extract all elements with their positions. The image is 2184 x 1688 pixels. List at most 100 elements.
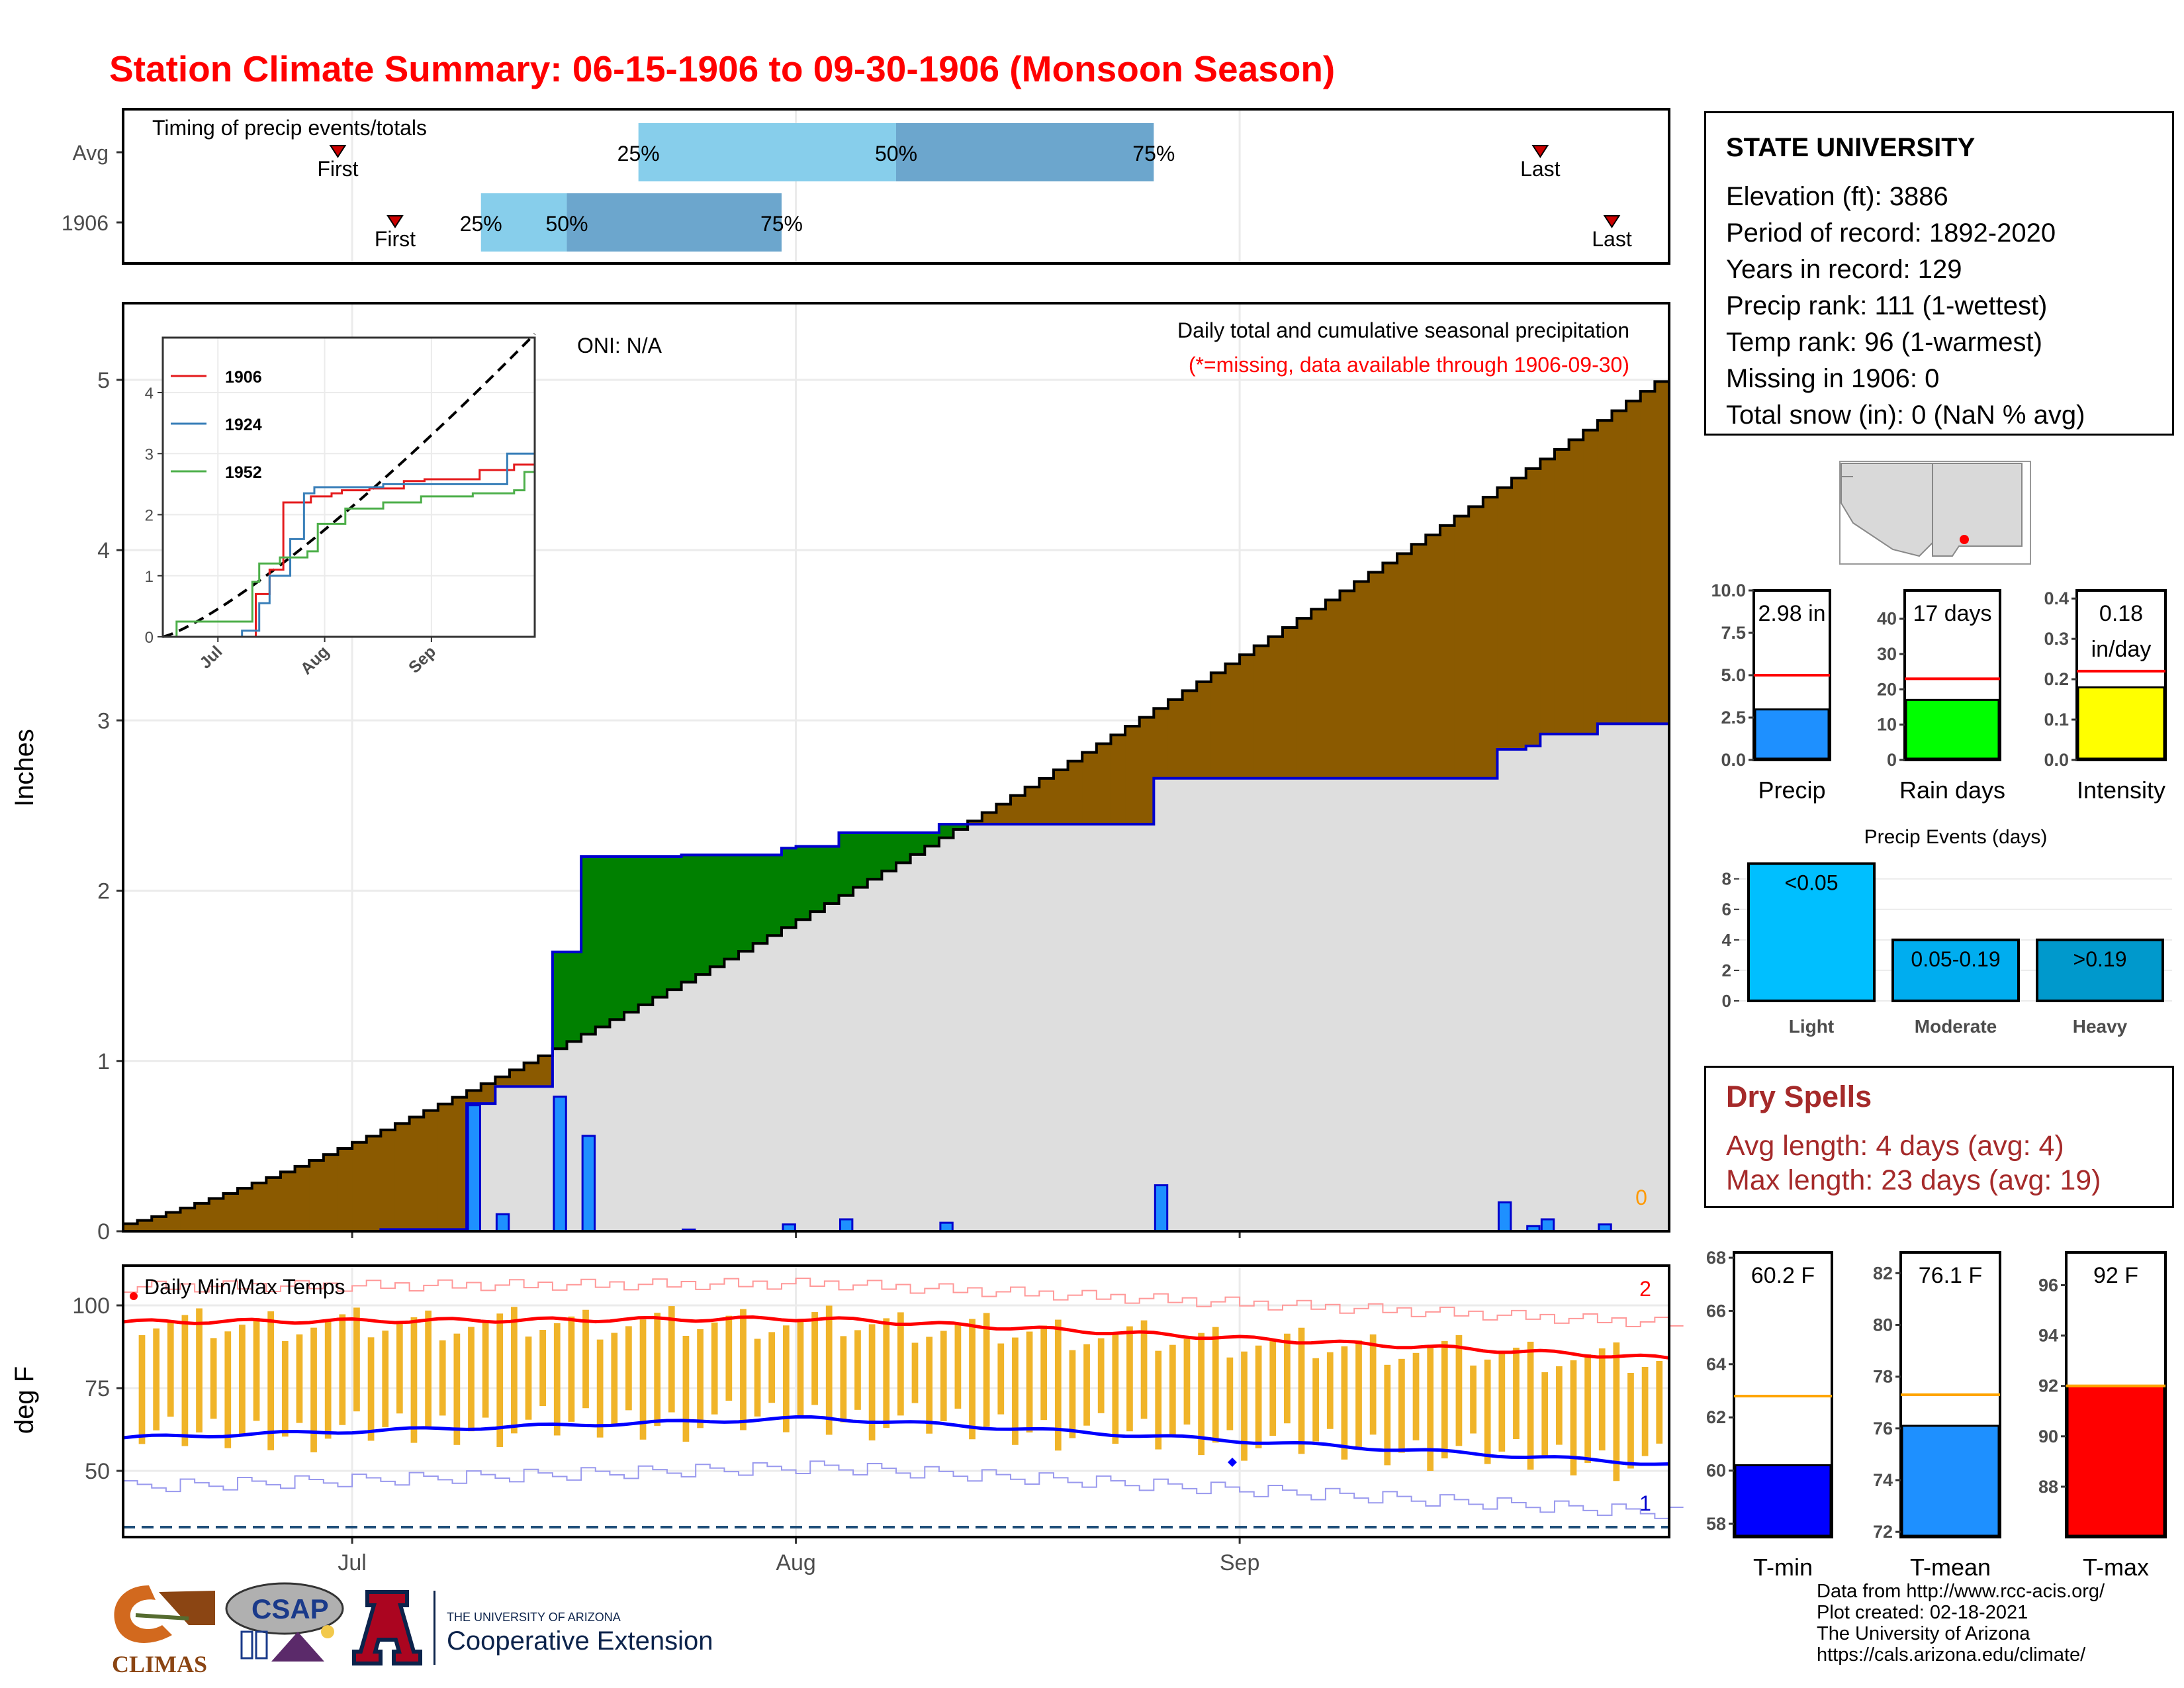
timing-label-50: 50%	[875, 142, 917, 165]
dry-spells-box: Dry Spells Avg length: 4 days (avg: 4) M…	[1704, 1066, 2174, 1208]
precip-deficit-area	[409, 1117, 424, 1230]
temp-daily-bar	[239, 1325, 246, 1435]
temp-daily-bar	[1470, 1365, 1477, 1434]
tgauge-t-min-y-tick-label: 62	[1706, 1407, 1726, 1427]
gauge-rain-days-y-tick-label: 0	[1887, 750, 1897, 770]
temp-daily-bar	[625, 1326, 632, 1411]
precip-observed-area	[1283, 778, 1298, 1231]
temp-daily-bar	[1083, 1344, 1090, 1426]
temp-daily-bar	[1054, 1319, 1062, 1451]
inset-series-line	[163, 452, 535, 638]
precip-deficit-area	[1439, 525, 1455, 778]
station-years: Years in record: 129	[1726, 255, 1962, 284]
tgauge-t-min-y-tick-label: 60	[1706, 1461, 1726, 1481]
timing-first-label: First	[375, 227, 416, 251]
precip-surplus-area	[925, 833, 940, 847]
timing-last-marker	[1531, 145, 1549, 158]
temp-daily-bar	[1241, 1351, 1248, 1461]
precip-observed-area	[1167, 778, 1183, 1231]
timing-bar-q1	[638, 123, 896, 181]
precip-deficit-area	[1154, 708, 1169, 778]
temp-daily-bar	[611, 1333, 618, 1425]
precip-deficit-area	[495, 1076, 510, 1087]
climas-label: CLIMAS	[112, 1651, 208, 1677]
precip-avg-cumulative-line	[122, 380, 1669, 1227]
tgauge-t-min-y-tick-label: 64	[1706, 1354, 1726, 1374]
temp-daily-bar	[296, 1334, 303, 1423]
precip-deficit-area	[165, 1212, 181, 1231]
precip-observed-area	[1569, 733, 1584, 1231]
precip-observed-cumulative-line	[123, 722, 1669, 1233]
gauge-intensity-y-tick-label: 0.1	[2044, 710, 2069, 729]
precip-y-tick-label: 4	[97, 538, 110, 563]
temp-daily-bar	[353, 1307, 360, 1412]
temp-daily-bar	[1455, 1335, 1463, 1446]
temp-daily-bar	[1040, 1325, 1048, 1421]
precip-note: (*=missing, data available through 1906-…	[1189, 353, 1629, 377]
temp-daily-bar	[324, 1321, 332, 1439]
precip-deficit-area	[1068, 761, 1083, 825]
temp-daily-bar	[725, 1315, 733, 1401]
temp-daily-bar	[1155, 1350, 1162, 1450]
inset-legend-label: 1924	[225, 416, 262, 434]
timing-label-25: 25%	[617, 142, 660, 165]
precip-observed-area	[1612, 724, 1627, 1231]
precip-observed-area	[1197, 778, 1212, 1231]
temp-daily-bar	[1284, 1333, 1291, 1424]
temp-daily-bar	[754, 1338, 761, 1417]
precip-chart: 0 1 2 3 4 5 Daily total and cumulative seasona…	[10, 302, 1670, 1244]
precip-observed-area	[1512, 749, 1527, 1231]
precip-deficit-area	[1597, 420, 1613, 724]
timing-row-label: 1906	[62, 211, 109, 235]
gauge-intensity-y-tick-label: 0.0	[2044, 750, 2069, 770]
precip-deficit-area	[437, 1103, 453, 1230]
precip-deficit-area	[467, 1090, 482, 1104]
precip-deficit-area	[1354, 581, 1369, 778]
precip-observed-area	[1240, 778, 1255, 1231]
temp-daily-bar	[1656, 1360, 1663, 1444]
timing-subtitle: Timing of precip events/totals	[152, 116, 427, 140]
precip-observed-area	[1082, 824, 1097, 1231]
tgauge-value-label: 60.2 F	[1751, 1263, 1815, 1288]
temp-daily-bar	[410, 1317, 418, 1443]
precip-deficit-area	[238, 1188, 253, 1231]
gauge-rain-days-bar	[1905, 698, 2000, 760]
tgauge-t-mean-y-tick-label: 80	[1873, 1315, 1893, 1335]
temp-daily-bar	[1212, 1327, 1219, 1443]
precip-observed-area	[1096, 824, 1112, 1231]
precip-surplus-area	[681, 855, 696, 982]
temp-record-low-count: 1	[1639, 1491, 1651, 1515]
gauge-value-label: 2.98 in	[1758, 601, 1825, 626]
temp-daily-bar	[840, 1336, 847, 1423]
precip-observed-area	[1426, 778, 1441, 1231]
precip-daily-bar	[1497, 1201, 1512, 1233]
precip-deficit-area	[1368, 572, 1384, 778]
inset-y-tick-label: 1	[145, 568, 154, 586]
precip-observed-area	[709, 966, 725, 1231]
temp-frame	[122, 1264, 1670, 1538]
temp-daily-bar	[310, 1327, 317, 1452]
precip-surplus-area	[867, 833, 882, 880]
temp-daily-bar	[396, 1324, 403, 1414]
temp-daily-bar	[911, 1342, 919, 1403]
temp-daily-bar	[1112, 1332, 1119, 1444]
temp-daily-bar	[511, 1307, 518, 1434]
gauge-precip-y-tick-label: 10.0	[1711, 581, 1746, 600]
precip-observed-area	[853, 887, 868, 1231]
temp-daily-bar	[138, 1335, 146, 1444]
precip-deficit-area	[523, 1062, 539, 1087]
precip-deficit-area	[295, 1166, 310, 1231]
precip-deficit-area	[1397, 553, 1412, 778]
credits: Data from http://www.rcc-acis.org/ Plot …	[1817, 1581, 2105, 1665]
precip-observed-area	[1368, 778, 1384, 1231]
gauge-intensity-unit: in/day	[2091, 637, 2152, 662]
temp-daily-bar	[1398, 1358, 1405, 1453]
precip-observed-area	[1053, 824, 1069, 1231]
precip-surplus-area	[810, 846, 825, 912]
temp-daily-bar	[568, 1316, 575, 1422]
precip-deficit-area	[1340, 590, 1355, 778]
temp-daily-bar	[1369, 1334, 1377, 1435]
precip-observed-area	[1597, 724, 1613, 1231]
station-elevation: Elevation (ft): 3886	[1726, 182, 1948, 211]
